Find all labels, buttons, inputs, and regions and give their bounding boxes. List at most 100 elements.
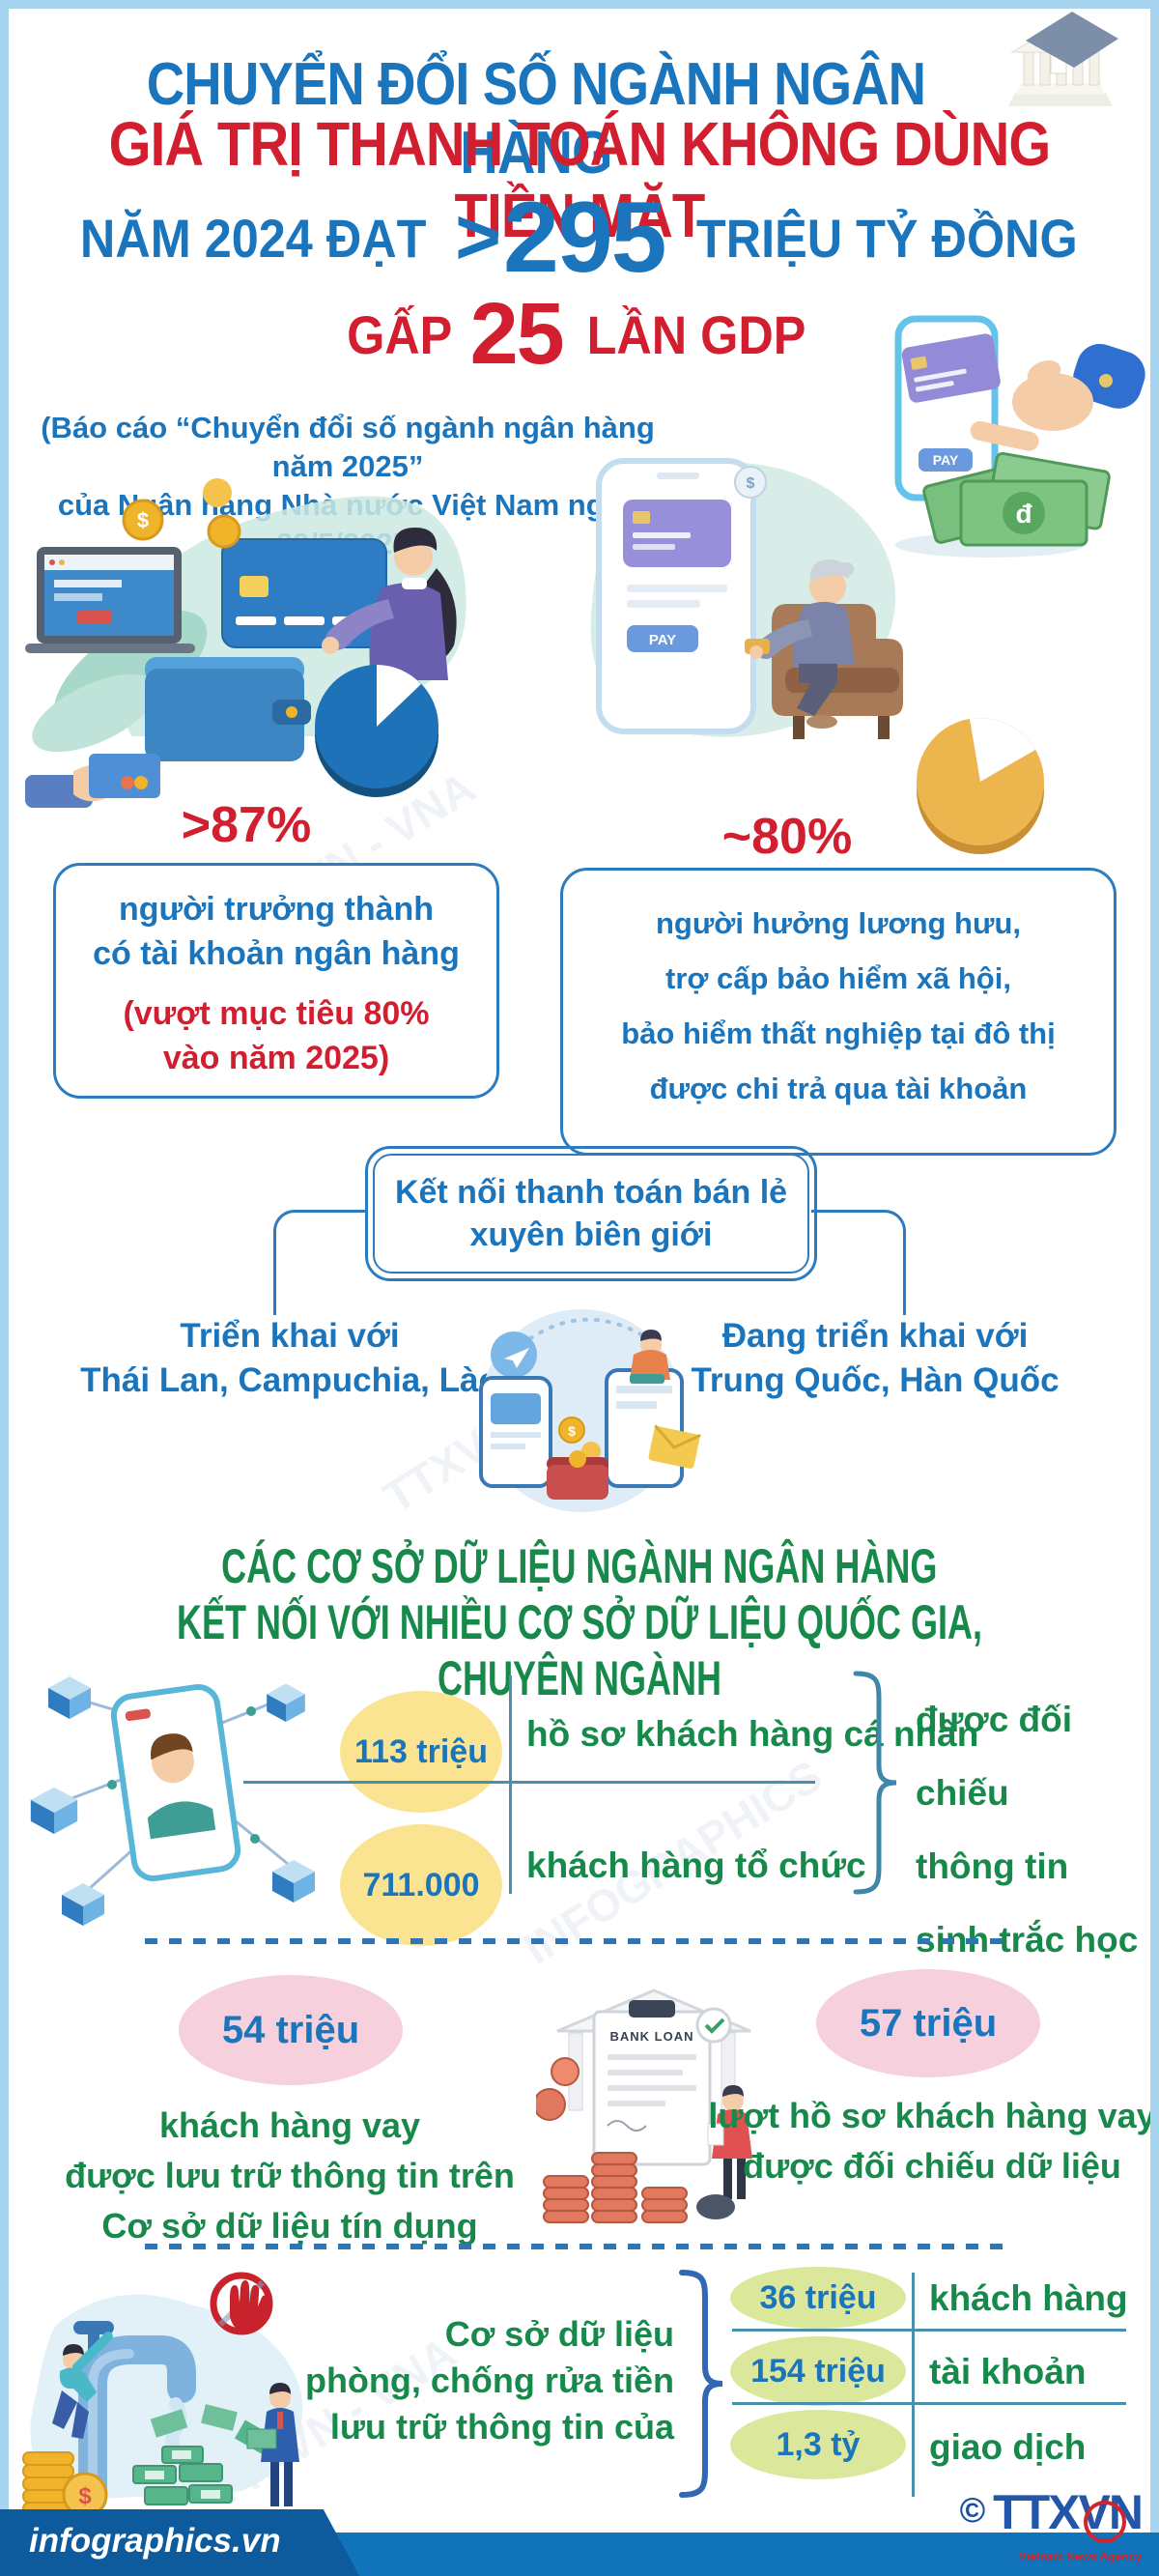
credit-value-left: 54 triệu [221, 2008, 360, 2051]
aml-label-1: khách hàng [929, 2278, 1128, 2318]
biometric-network-illustration [30, 1676, 315, 1926]
dashed-divider [145, 2244, 1014, 2249]
agency-full-name: Vietnam News Agency [1018, 2550, 1142, 2563]
value-line: NĂM 2024 ĐẠT > 295 TRIỆU TỶ ĐỒNG [0, 182, 1159, 294]
dashed-divider [145, 1938, 1014, 1944]
elderly-person [745, 559, 855, 729]
gdp-line: GẤP 25 LẦN GDP [0, 286, 1159, 383]
coin-dollar: $ [137, 508, 149, 532]
divider-vertical [912, 2273, 915, 2497]
value-prefix: NĂM 2024 ĐẠT [79, 207, 427, 269]
db-heading-line2: KẾT NỐI VỚI NHIỀU CƠ SỞ DỮ LIỆU QUỐC GIA… [0, 1594, 1159, 1706]
ttxvn-logo: TTXVN Vietnam News Agency [993, 2488, 1144, 2576]
divider-horizontal [243, 1781, 815, 1784]
anti-money-laundering-illustration: $ [22, 2272, 303, 2518]
card-woman-illustration: $ [25, 478, 466, 808]
bank-building-icon [1008, 12, 1118, 106]
brace-right [853, 1671, 897, 1895]
credit-stat-right: 57 triệu [816, 1969, 1040, 2077]
db-heading2-text: KẾT NỐI VỚI NHIỀU CƠ SỞ DỮ LIỆU QUỐC GIA… [176, 1595, 983, 1705]
laptop [25, 547, 195, 653]
biometric-value-2: 711.000 [362, 1866, 480, 1903]
page-title: CHUYỂN ĐỔI SỐ NGÀNH NGÂN HÀNG [19, 50, 1053, 187]
divider-vertical [509, 1675, 512, 1894]
credit-label-right: lượt hồ sơ khách hàng vay được đối chiếu… [705, 2091, 1159, 2191]
biometric-note2: thông tin [916, 1846, 1069, 1886]
gdp-value: 25 [469, 285, 565, 383]
credit-right-line1: lượt hồ sơ khách hàng vay [708, 2096, 1156, 2135]
coin-dollar: $ [568, 1423, 576, 1439]
stat-87-value: >87% [181, 797, 312, 853]
site-name: infographics.vn [0, 2509, 359, 2576]
greater-than-symbol: > [455, 193, 501, 281]
db-heading1-text: CÁC CƠ SỞ DỮ LIỆU NGÀNH NGÂN HÀNG [221, 1539, 938, 1593]
gdp-suffix: LẦN GDP [586, 303, 806, 365]
coin-dollar: $ [78, 2483, 92, 2509]
inprogress-line1: Đang triển khai với [721, 1317, 1029, 1355]
aml-label-2: tài khoản [929, 2352, 1087, 2391]
credit-label-left: khách hàng vay được lưu trữ thông tin tr… [29, 2101, 551, 2251]
worker-figure [52, 2332, 113, 2439]
biometric-note1: được đối chiếu [916, 1700, 1073, 1813]
bank-loan-illustration: BANK LOAN [536, 1989, 752, 2223]
deployed-line2: Thái Lan, Campuchia, Lào [80, 1361, 499, 1399]
stat-87-box: người trưởng thành có tài khoản ngân hàn… [53, 863, 499, 1099]
stat-80-line1: người hưởng lương hưu, [655, 906, 1021, 940]
source-line1: (Báo cáo “Chuyển đổi số ngành ngân hàng … [41, 411, 655, 483]
stat-87-line2: có tài khoản ngân hàng [93, 935, 460, 972]
aml-value-2: 154 triệu [750, 2352, 886, 2390]
inspector-figure [246, 2383, 299, 2506]
value-295: 295 [503, 181, 667, 294]
divider-horizontal [732, 2329, 1126, 2332]
subtitle-text: GIÁ TRỊ THANH TOÁN KHÔNG DÙNG TIỀN MẶT [108, 109, 1052, 250]
connector-right [811, 1210, 906, 1315]
woman-figure [322, 528, 457, 680]
page-title-text: CHUYỂN ĐỔI SỐ NGÀNH NGÂN HÀNG [146, 51, 926, 186]
pay-button-label: PAY [933, 452, 959, 468]
aml-label-line3: lưu trữ thông tin của [329, 2407, 674, 2447]
copyright-icon: © [959, 2490, 986, 2530]
dong-symbol: đ [1015, 499, 1032, 529]
credit-right-line2: được đối chiếu dữ liệu [743, 2146, 1121, 2186]
aml-label-line1: Cơ sở dữ liệu [444, 2314, 674, 2354]
gdp-prefix: GẤP [347, 303, 453, 365]
credit-value-right: 57 triệu [859, 2001, 998, 2045]
aml-stat-2: 154 triệu [730, 2336, 906, 2406]
biometric-value-1: 113 triệu [354, 1732, 488, 1770]
crossborder-inprogress: Đang triển khai với Trung Quốc, Hàn Quốc [628, 1314, 1122, 1403]
aml-label-3: giao dịch [929, 2427, 1087, 2467]
aml-label: Cơ sở dữ liệu phòng, chống rửa tiền lưu … [269, 2311, 674, 2450]
divider-horizontal [732, 2402, 1126, 2405]
subtitle: GIÁ TRỊ THANH TOÁN KHÔNG DÙNG TIỀN MẶT [0, 108, 1159, 251]
value-suffix: TRIỆU TỶ ĐỒNG [695, 207, 1078, 269]
credit-left-line2: được lưu trữ thông tin trên [65, 2156, 515, 2195]
aml-stat-1: 36 triệu [730, 2267, 906, 2329]
bank-loan-title: BANK LOAN [610, 2029, 694, 2044]
credit-stat-left: 54 triệu [179, 1975, 403, 2085]
crossborder-deployed: Triển khai với Thái Lan, Campuchia, Lào [39, 1314, 541, 1403]
credit-left-line3: Cơ sở dữ liệu tín dụng [101, 2206, 478, 2246]
stat-80-line4: được chi trả qua tài khoản [649, 1072, 1028, 1105]
biometric-label-1: hồ sơ khách hàng cá nhân [526, 1714, 979, 1754]
pie-chart-blue [315, 665, 438, 797]
pay-button-label: PAY [649, 632, 676, 648]
inprogress-line2: Trung Quốc, Hàn Quốc [691, 1361, 1060, 1399]
aml-value-3: 1,3 tỷ [776, 2425, 861, 2463]
globe-icon [1084, 2501, 1127, 2543]
stat-87-line1: người trưởng thành [118, 891, 435, 928]
aml-stat-3: 1,3 tỷ [730, 2410, 906, 2479]
crossborder-title-box: Kết nối thanh toán bán lẻ xuyên biên giớ… [365, 1146, 817, 1281]
stat-80-line2: trợ cấp bảo hiểm xã hội, [665, 961, 1011, 995]
pie-chart-gold [917, 718, 1044, 854]
biometric-label-2: khách hàng tổ chức [526, 1846, 866, 1885]
db-heading-line1: CÁC CƠ SỞ DỮ LIỆU NGÀNH NGÂN HÀNG [0, 1538, 1159, 1594]
stat-80-line3: bảo hiểm thất nghiệp tại đô thị [621, 1016, 1056, 1050]
hand-holding-card [25, 754, 160, 808]
biometric-stat-1: 113 triệu [340, 1691, 502, 1813]
loan-officer [696, 2085, 752, 2219]
credit-left-line1: khách hàng vay [158, 2105, 421, 2145]
money-transfer-illustration: $ [479, 1309, 701, 1512]
crossborder-title1: Kết nối thanh toán bán lẻ [394, 1174, 788, 1211]
stat-87-note2: vào năm 2025) [162, 1040, 390, 1076]
